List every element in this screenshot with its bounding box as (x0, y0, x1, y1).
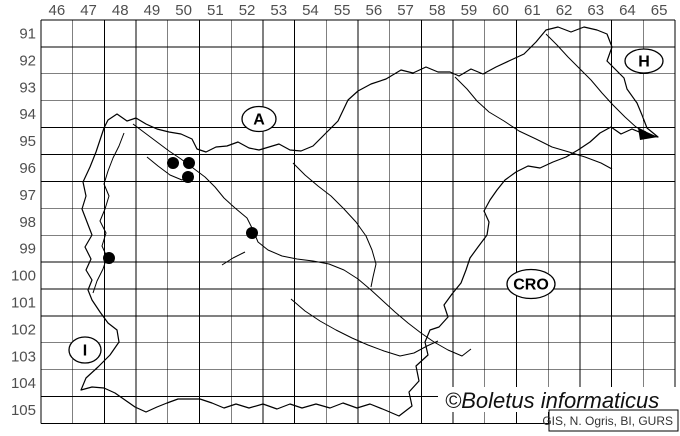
rivers (92, 33, 647, 357)
x-axis-label: 59 (461, 2, 478, 19)
country-label-italy: I (83, 343, 87, 360)
river-line (292, 162, 377, 288)
country-oval (624, 48, 664, 74)
x-axis-label: 63 (587, 2, 604, 19)
y-axis-label: 91 (19, 25, 36, 42)
occurrence-dot (182, 171, 194, 183)
x-axis-label: 55 (334, 2, 351, 19)
y-axis-label: 97 (19, 187, 36, 204)
occurrence-dot (167, 157, 179, 169)
x-axis-label: 51 (207, 2, 224, 19)
country-label-hungary: H (638, 54, 650, 71)
country-label-croatia: CRO (513, 277, 549, 294)
x-axis-label: 46 (49, 2, 66, 19)
x-axis-label: 50 (175, 2, 192, 19)
country-oval (241, 105, 277, 133)
y-axis-label: 94 (19, 106, 36, 123)
country-label-austria: A (253, 112, 265, 129)
y-axis-label: 95 (19, 133, 36, 150)
occurrence-dot (246, 227, 258, 239)
x-axis-label: 62 (556, 2, 573, 19)
grid-lines (40, 19, 676, 424)
y-axis-label: 102 (11, 321, 36, 338)
x-axis-label: 48 (112, 2, 129, 19)
x-axis-label: 52 (239, 2, 256, 19)
x-axis-label: 60 (492, 2, 509, 19)
x-axis-label: 61 (524, 2, 541, 19)
x-axis-label: 57 (397, 2, 414, 19)
river-line (290, 298, 439, 357)
occurrence-dot (183, 157, 195, 169)
x-axis-label: 54 (302, 2, 319, 19)
x-axis-label: 56 (366, 2, 383, 19)
country-oval (506, 268, 556, 300)
country-labels: A H CRO I (68, 48, 664, 364)
occurrence-dots (103, 157, 258, 264)
x-axis-label: 58 (429, 2, 446, 19)
y-axis-label: 105 (11, 402, 36, 419)
country-oval (68, 336, 102, 364)
copyright-backdrop (438, 387, 676, 412)
attribution-text: GIS, N. Ogris, BI, GURS (542, 414, 673, 428)
x-axis-label: 64 (619, 2, 636, 19)
y-axis-label: 99 (19, 241, 36, 258)
east-border-tip-mark (638, 128, 658, 140)
river-line (221, 251, 246, 266)
y-axis-label: 103 (11, 348, 36, 365)
river-line (454, 76, 613, 170)
river-line (132, 123, 472, 357)
river-line (92, 132, 125, 294)
x-axis-label: 49 (144, 2, 161, 19)
y-axis-label: 93 (19, 79, 36, 96)
y-axis-labels: 91 92 93 94 95 96 97 98 99 100 101 102 103 104 105 (11, 25, 36, 419)
occurrence-dot (103, 252, 115, 264)
x-axis-labels: 46 47 48 49 50 51 52 53 54 55 56 57 58 59 60 61 62 63 64 65 (49, 2, 668, 19)
y-axis-label: 92 (19, 52, 36, 69)
x-axis-label: 53 (270, 2, 287, 19)
x-axis-label: 47 (80, 2, 97, 19)
slovenia-border-outline (80, 26, 659, 417)
river-line (545, 33, 647, 133)
attribution-box (548, 409, 679, 432)
copyright-text: ©Boletus informaticus (445, 388, 659, 413)
y-axis-label: 100 (11, 268, 36, 285)
x-axis-label: 65 (651, 2, 668, 19)
y-axis-label: 101 (11, 294, 36, 311)
y-axis-label: 96 (19, 160, 36, 177)
y-axis-label: 98 (19, 214, 36, 231)
y-axis-label: 104 (11, 375, 36, 392)
